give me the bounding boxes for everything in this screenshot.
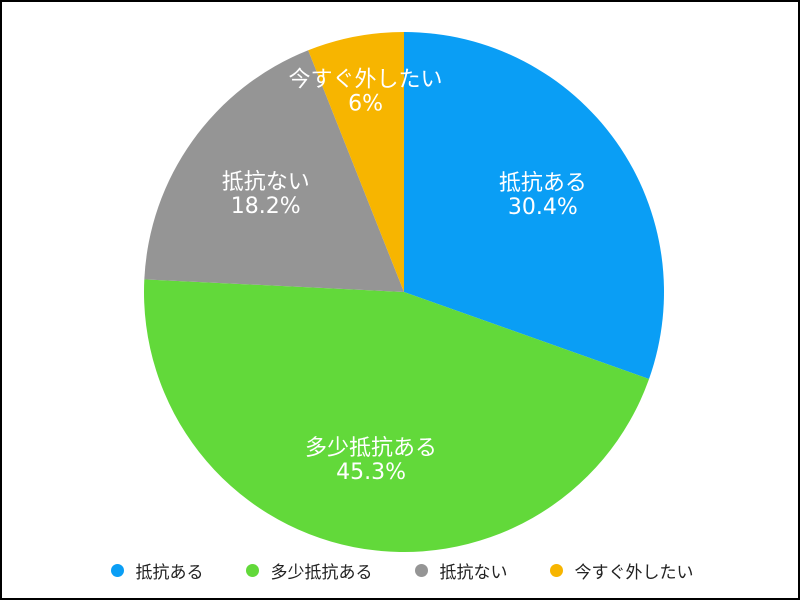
- slice-value-label: 6%: [348, 92, 383, 117]
- legend-marker: [110, 563, 124, 577]
- legend-label: 抵抗ある: [135, 562, 204, 583]
- legend-marker: [245, 563, 259, 577]
- legend-label: 抵抗ない: [439, 562, 508, 583]
- slice-value-label: 30.4%: [508, 195, 578, 220]
- pie-slice: [404, 32, 664, 380]
- legend-marker: [549, 563, 563, 577]
- legend-label: 多少抵抗ある: [270, 562, 373, 583]
- legend-item: 抵抗ある: [110, 558, 204, 583]
- slice-value-label: 18.2%: [231, 194, 301, 219]
- slice-name-label: 今すぐ外したい: [289, 68, 443, 93]
- slice-value-label: 45.3%: [336, 460, 406, 485]
- legend-label: 今すぐ外したい: [574, 562, 694, 583]
- pie-slice: [144, 279, 650, 552]
- pie-slice: [308, 32, 404, 292]
- pie-slice: [144, 50, 404, 292]
- legend-item: 抵抗ない: [414, 558, 508, 583]
- legend-item: 今すぐ外したい: [549, 558, 694, 583]
- slice-name-label: 抵抗ない: [222, 170, 310, 195]
- legend-item: 多少抵抗ある: [245, 558, 373, 583]
- slice-name-label: 多少抵抗ある: [305, 436, 437, 461]
- legend: 抵抗ある 多少抵抗ある 抵抗ない 今すぐ外したい: [2, 555, 800, 585]
- slice-name-label: 抵抗ある: [499, 171, 587, 196]
- legend-marker: [414, 563, 428, 577]
